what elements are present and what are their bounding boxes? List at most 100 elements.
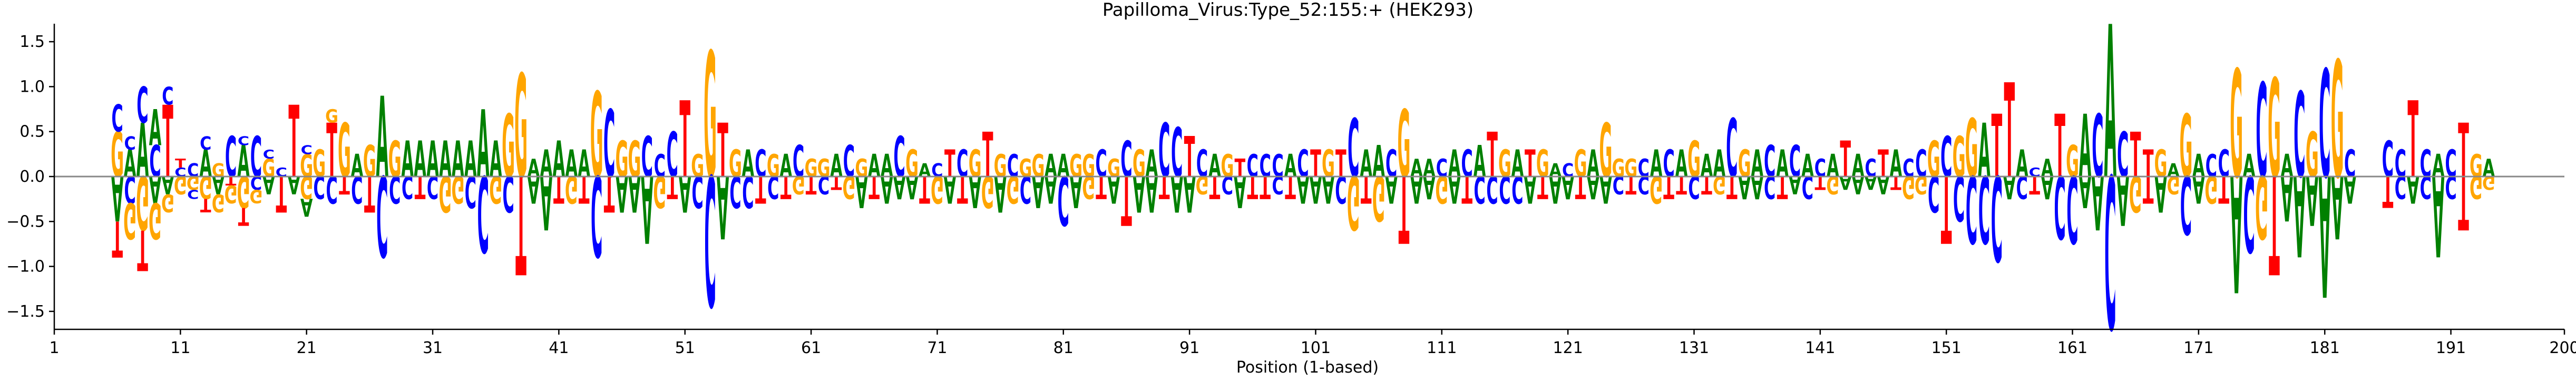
logo-letter-A: A	[2079, 166, 2092, 216]
logo-letter-T: T	[1209, 169, 1221, 205]
logo-letter-A: A	[1208, 148, 1221, 184]
logo-letter-A: A	[426, 132, 439, 189]
logo-letter-C: C	[200, 133, 211, 154]
logo-letter-G: G	[590, 69, 603, 204]
logo-letter-A: A	[262, 170, 275, 199]
logo-letter-A: A	[1448, 168, 1461, 211]
x-tick-label: 181	[2310, 339, 2340, 357]
logo-letter-G: G	[2306, 120, 2319, 192]
logo-letter-C: C	[1638, 170, 1650, 199]
logo-letter-A: A	[199, 142, 212, 185]
logo-letter-A: A	[1057, 148, 1069, 184]
logo-letter-G: G	[704, 16, 717, 218]
logo-letter-G: G	[2154, 142, 2168, 185]
logo-letter-G: G	[1372, 161, 1385, 233]
logo-letter-C: C	[2243, 151, 2255, 273]
logo-letter-G: G	[2470, 169, 2483, 205]
logo-letter-T: T	[2029, 170, 2040, 199]
logo-letter-A: A	[868, 148, 880, 184]
logo-letter-T: T	[200, 194, 211, 216]
logo-letter-G: G	[111, 120, 124, 192]
logo-letter-G: G	[817, 154, 831, 183]
y-tick-label: −0.5	[6, 212, 45, 231]
logo-letter-C: C	[641, 126, 653, 190]
logo-letter-T: T	[515, 144, 526, 301]
logo-letter-G: G	[199, 169, 212, 205]
logo-letter-G: G	[616, 132, 629, 189]
logo-letter-G: G	[1826, 170, 1839, 199]
logo-letter-A: A	[2167, 160, 2180, 181]
logo-letter-A: A	[628, 164, 641, 221]
logo-letter-G: G	[565, 168, 578, 211]
logo-letter-G: G	[187, 172, 200, 193]
logo-letter-T: T	[2004, 57, 2015, 208]
logo-letter-G: G	[1599, 108, 1613, 194]
logo-letter-A: A	[2243, 148, 2255, 184]
logo-letter-A: A	[2016, 142, 2028, 185]
logo-letter-G: G	[2255, 156, 2268, 257]
logo-letter-A: A	[1385, 168, 1398, 211]
logo-letter-A: A	[1789, 170, 1801, 199]
logo-letter-T: T	[755, 168, 766, 211]
logo-letter-G: G	[451, 168, 464, 211]
logo-letter-T: T	[1260, 169, 1271, 205]
logo-letter-T: T	[1941, 154, 1952, 262]
logo-letter-T: T	[1537, 169, 1548, 205]
logo-letter-G: G	[1927, 132, 1940, 189]
logo-letter-A: A	[1549, 160, 1562, 181]
logo-letter-G: G	[2482, 172, 2495, 193]
logo-letter-A: A	[1827, 148, 1839, 184]
x-tick-label: 161	[2057, 339, 2087, 357]
logo-letter-C: C	[112, 97, 123, 141]
logo-letter-T: T	[1815, 172, 1826, 193]
logo-letter-G: G	[2066, 136, 2079, 187]
logo-letter-T: T	[1878, 142, 1889, 185]
logo-letter-A: A	[1284, 148, 1296, 184]
y-tick-label: 0.5	[19, 123, 45, 141]
logo-letter-A: A	[1549, 168, 1562, 211]
logo-letter-C: C	[376, 150, 388, 279]
logo-letter-G: G	[2331, 28, 2344, 214]
logo-letter-C: C	[1222, 170, 1233, 199]
logo-letter-G: G	[1624, 154, 1637, 183]
logo-letter-C: C	[225, 126, 237, 190]
logo-letter-G: G	[325, 106, 338, 128]
logo-letter-C: C	[1272, 170, 1284, 199]
logo-letter-A: A	[1146, 164, 1158, 221]
logo-letter-A: A	[779, 148, 792, 184]
logo-letter-T: T	[288, 85, 299, 200]
logo-letter-A: A	[2432, 150, 2444, 279]
logo-letter-C: C	[603, 91, 615, 199]
logo-letter-C: C	[1928, 164, 1939, 221]
logo-letter-C: C	[2092, 96, 2103, 197]
logo-letter-C: C	[477, 151, 489, 273]
logo-letter-T: T	[1285, 169, 1296, 205]
logo-letter-C: C	[1562, 160, 1574, 181]
logo-letter-T: T	[1840, 132, 1851, 189]
logo-letter-T: T	[2269, 144, 2280, 301]
logo-letter-C: C	[692, 166, 704, 216]
logo-letter-C: C	[2054, 156, 2065, 257]
logo-letter-T: T	[415, 169, 426, 205]
logo-letter-A: A	[1423, 154, 1436, 183]
logo-letter-C: C	[1638, 154, 1650, 183]
logo-letter-A: A	[1032, 166, 1045, 216]
logo-letter-A: A	[1410, 154, 1423, 183]
logo-letter-C: C	[2319, 40, 2330, 212]
logo-letter-T: T	[944, 142, 955, 185]
logo-letter-G: G	[2180, 96, 2193, 197]
logo-letter-A: A	[2192, 168, 2205, 211]
logo-letter-A: A	[351, 148, 363, 184]
logo-letter-G: G	[2204, 168, 2218, 211]
logo-letter-A: A	[162, 170, 174, 199]
logo-letter-A: A	[641, 154, 653, 262]
x-tick-label: 101	[1301, 339, 1331, 357]
logo-letter-C: C	[1814, 154, 1826, 183]
logo-letter-G: G	[262, 154, 275, 183]
logo-letter-A: A	[2344, 168, 2356, 211]
logo-letter-C: C	[1511, 168, 1523, 211]
logo-letter-A: A	[2079, 96, 2091, 197]
logo-letter-A: A	[717, 156, 729, 257]
logo-letter-T: T	[831, 172, 842, 193]
logo-letter-G: G	[1435, 168, 1448, 211]
